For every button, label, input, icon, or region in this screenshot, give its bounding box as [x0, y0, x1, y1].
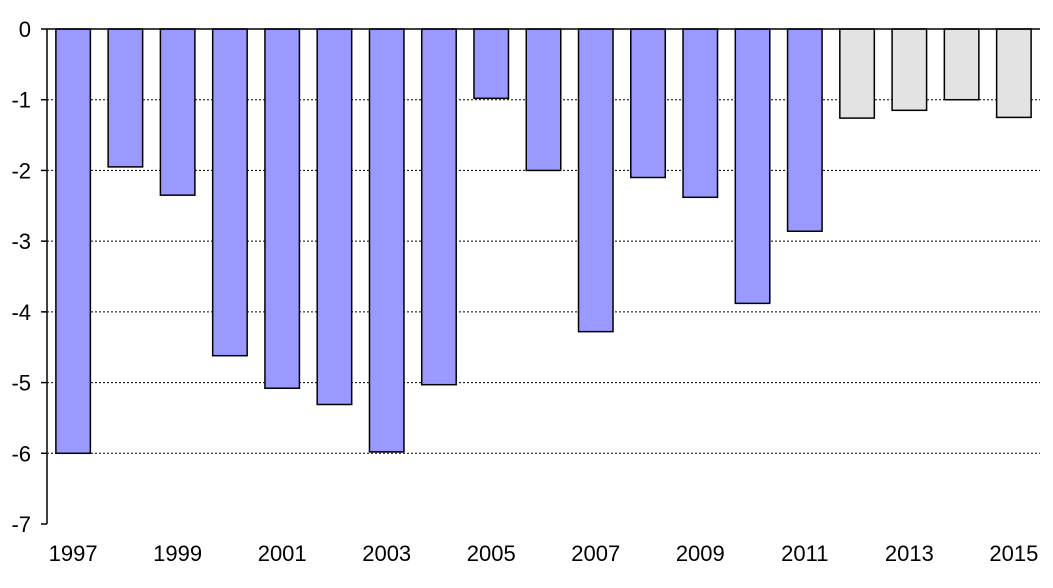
- bar-2014: [943, 28, 980, 101]
- bar-2007: [577, 28, 614, 333]
- axes: [41, 28, 1040, 525]
- y-tick-label-2: -2: [11, 158, 31, 183]
- bar-2000: [211, 28, 248, 357]
- bar-2011: [786, 28, 823, 232]
- y-tick-label-4: -4: [11, 300, 31, 325]
- bars: [55, 28, 1032, 455]
- y-tick-labels: 0 -1 -2 -3 -4 -5 -6 -7: [11, 17, 31, 537]
- bar-1999: [159, 28, 196, 196]
- bar-2004: [420, 28, 457, 386]
- bar-2015: [995, 28, 1032, 119]
- bar-2001: [264, 28, 301, 389]
- x-tick-label-2011: 2011: [781, 541, 828, 566]
- y-tick-label-1: -1: [11, 88, 31, 113]
- x-tick-labels: 1997 1999 2001 2003 2005 2007 2009 2011 2013 2015: [49, 541, 1039, 566]
- x-tick-label-2001: 2001: [258, 541, 307, 566]
- x-tick-label-1999: 1999: [153, 541, 202, 566]
- x-tick-label-2015: 2015: [989, 541, 1038, 566]
- y-tick-label-5: -5: [11, 371, 31, 396]
- bar-2002: [316, 28, 353, 406]
- x-tick-label-1997: 1997: [49, 541, 98, 566]
- y-tick-label-0: 0: [19, 17, 31, 42]
- y-tick-label-7: -7: [11, 512, 31, 537]
- bar-2009: [682, 28, 719, 199]
- bar-2005: [473, 28, 510, 100]
- bar-1998: [107, 28, 144, 168]
- x-tick-label-2005: 2005: [467, 541, 516, 566]
- bar-1997: [55, 28, 92, 455]
- bar-2003: [368, 28, 405, 453]
- y-tick-label-3: -3: [11, 229, 31, 254]
- x-tick-label-2013: 2013: [885, 541, 934, 566]
- x-tick-label-2009: 2009: [676, 541, 725, 566]
- bar-2012: [839, 28, 876, 119]
- x-tick-label-2007: 2007: [571, 541, 620, 566]
- y-tick-label-6: -6: [11, 441, 31, 466]
- bar-2013: [891, 28, 928, 112]
- x-tick-label-2003: 2003: [362, 541, 411, 566]
- bar-2008: [630, 28, 667, 179]
- bar-2006: [525, 28, 562, 172]
- bar-2010: [734, 28, 771, 305]
